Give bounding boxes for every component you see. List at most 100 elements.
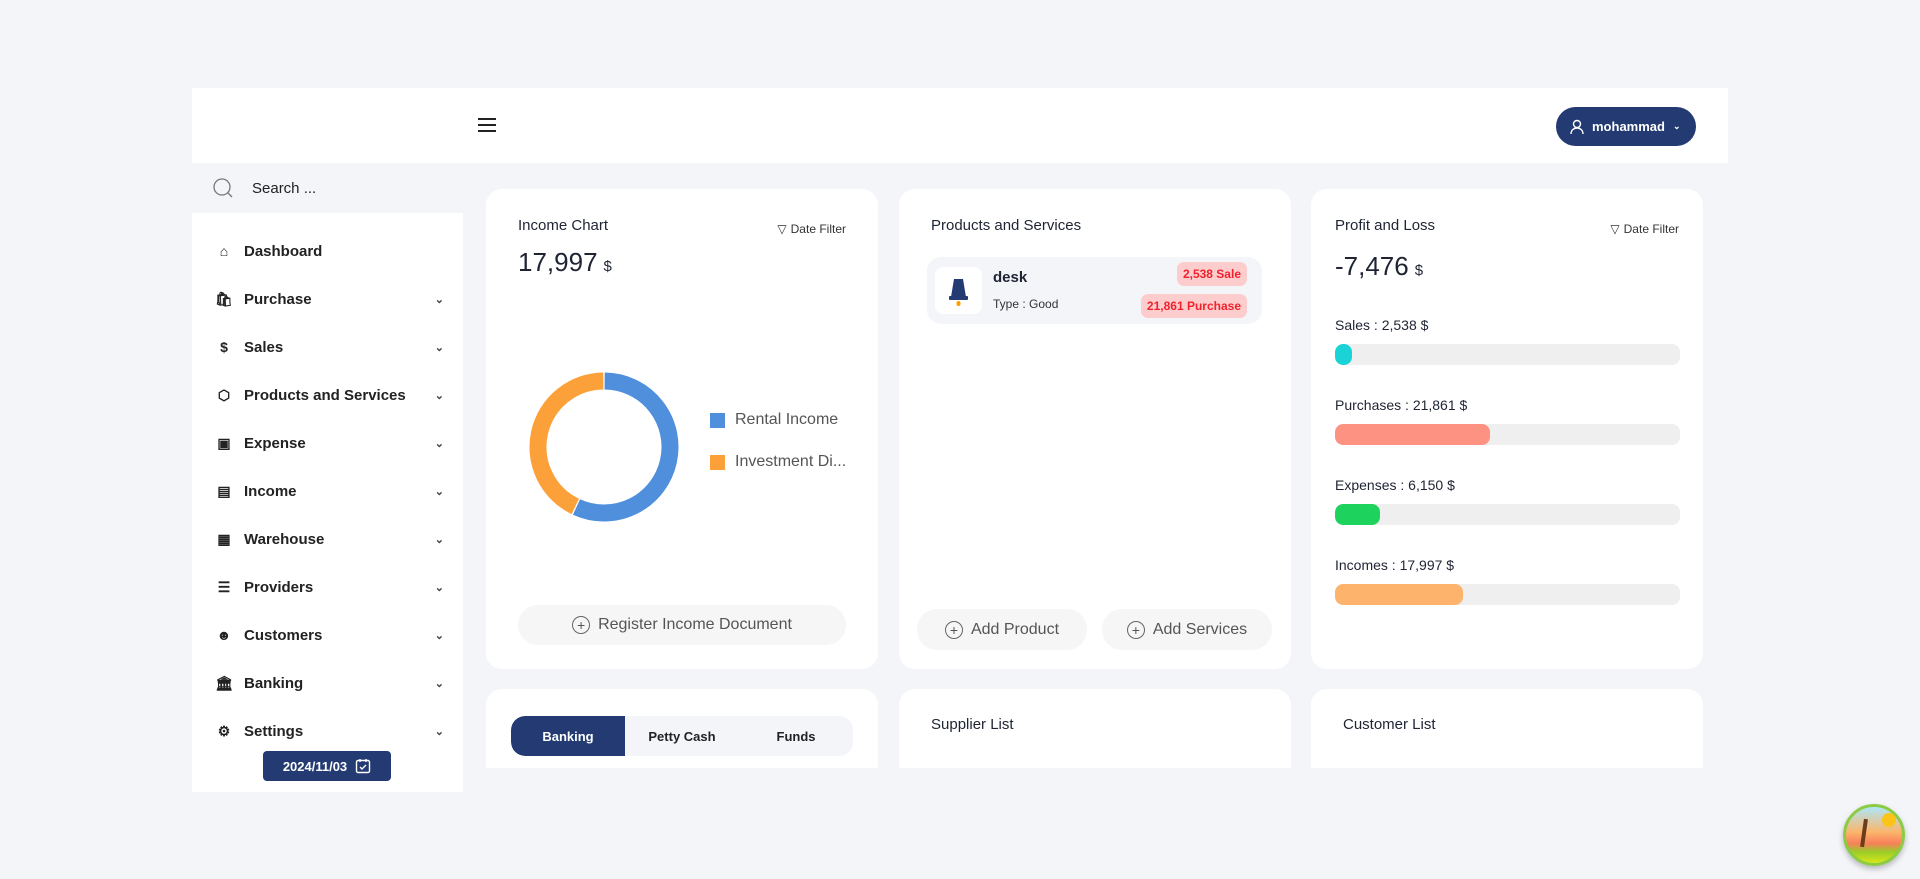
tab-banking[interactable]: Banking: [511, 716, 625, 756]
progress-bar: [1335, 504, 1680, 525]
sidebar: Search ... ⌂ Dashboard 🛍 Purchase ⌄ $ Sales ⌄ ⬡ P…: [192, 163, 463, 792]
income-total: 17,997 $: [518, 247, 612, 278]
products-services-card: Products and Services desk Type : Good 2…: [899, 189, 1291, 669]
cash-icon: ▣: [217, 434, 231, 451]
donut-slice-0[interactable]: [572, 372, 679, 522]
chevron-down-icon[interactable]: ⌄: [434, 725, 444, 738]
user-name: mohammad: [1592, 119, 1665, 134]
home-icon: ⌂: [219, 243, 229, 259]
chevron-down-icon[interactable]: ⌄: [434, 293, 444, 306]
total-value: -7,476: [1335, 251, 1409, 281]
sale-badge: 2,538 Sale: [1176, 262, 1247, 286]
search-box[interactable]: Search ...: [192, 163, 463, 213]
total-value: 17,997: [518, 247, 598, 277]
sidebar-item-providers[interactable]: ☰ Providers ⌄: [214, 572, 444, 602]
income-icon: ▤: [217, 482, 231, 499]
sidebar-item-label: Expense: [244, 434, 306, 452]
sidebar-item-label: Settings: [244, 722, 304, 740]
sidebar-item-warehouse[interactable]: ▦ Warehouse ⌄: [214, 524, 444, 554]
customer-list-card: Customer List: [1311, 689, 1703, 768]
chevron-down-icon[interactable]: ⌄: [434, 629, 444, 642]
sidebar-item-products-and-services[interactable]: ⬡ Products and Services ⌄: [214, 380, 444, 410]
progress-fill: [1335, 584, 1463, 605]
sidebar-item-income[interactable]: ▤ Income ⌄: [214, 476, 444, 506]
chevron-down-icon[interactable]: ⌄: [434, 533, 444, 546]
top-header: mohammad ⌄: [192, 88, 1728, 163]
add-product-button[interactable]: + Add Product: [917, 609, 1087, 650]
sidebar-item-label: Products and Services: [244, 386, 406, 404]
chevron-down-icon[interactable]: ⌄: [434, 437, 444, 450]
purchase-badge: 21,861 Purchase: [1140, 294, 1247, 318]
sidebar-item-customers[interactable]: ☻ Customers ⌄: [214, 620, 444, 650]
card-title: Products and Services: [931, 217, 1082, 234]
palm-tree-icon: [1860, 818, 1868, 848]
profit-total: -7,476 $: [1335, 251, 1423, 282]
progress-fill: [1335, 344, 1353, 365]
legend-label: Investment Di...: [735, 453, 847, 470]
product-name: desk: [993, 269, 1028, 286]
donut-slice-1[interactable]: [529, 372, 604, 515]
search-input[interactable]: Search ...: [252, 179, 317, 197]
sidebar-item-expense[interactable]: ▣ Expense ⌄: [214, 428, 444, 458]
progress-bar: [1335, 424, 1680, 445]
card-title: Profit and Loss: [1335, 217, 1436, 234]
income-chart-card: Income Chart ▽ Date Filter 17,997 $ Rental…: [486, 189, 878, 669]
progress-bar: [1335, 344, 1680, 365]
legend-label: Rental Income: [735, 411, 839, 428]
legend-item: Rental Income: [710, 411, 838, 429]
box-icon: ⬡: [217, 386, 231, 403]
legend-swatch: [710, 454, 725, 470]
sidebar-item-label: Income: [244, 482, 297, 500]
users-icon: ☻: [216, 627, 232, 643]
calendar-check-icon: [355, 759, 371, 774]
banking-card: Banking Petty Cash Funds: [486, 689, 878, 768]
add-services-button[interactable]: + Add Services: [1102, 609, 1272, 650]
sidebar-item-dashboard[interactable]: ⌂ Dashboard: [214, 236, 444, 266]
currency: $: [603, 258, 612, 275]
product-list-item[interactable]: desk Type : Good 2,538 Sale 21,861 Purch…: [927, 257, 1262, 324]
list-icon: ☰: [217, 578, 231, 595]
product-image: [935, 267, 982, 314]
bar-label: Purchases : 21,861 $: [1335, 397, 1468, 413]
floating-beach-icon[interactable]: [1843, 804, 1905, 866]
sidebar-item-label: Purchase: [244, 290, 312, 308]
filter-label: Date Filter: [1623, 222, 1679, 236]
sun-icon: [1882, 813, 1896, 827]
card-title: Supplier List: [931, 716, 1014, 733]
currency: $: [1414, 262, 1424, 279]
sidebar-item-label: Customers: [244, 626, 323, 644]
search-icon: [213, 178, 233, 198]
dollar-coin-icon: $: [220, 339, 228, 355]
sidebar-item-label: Dashboard: [244, 242, 323, 260]
profit-loss-card: Profit and Loss ▽ Date Filter -7,476 $ Sal…: [1311, 189, 1703, 669]
date-filter-button[interactable]: ▽ Date Filter: [777, 222, 846, 236]
sidebar-item-label: Warehouse: [244, 530, 325, 548]
sidebar-item-purchase[interactable]: 🛍 Purchase ⌄: [214, 284, 444, 314]
sidebar-item-sales[interactable]: $ Sales ⌄: [214, 332, 444, 362]
chevron-down-icon: ⌄: [1672, 121, 1681, 131]
product-type: Type : Good: [993, 297, 1059, 311]
chevron-down-icon[interactable]: ⌄: [434, 389, 444, 402]
date-badge[interactable]: 2024/11/03: [263, 751, 391, 781]
plus-circle-icon: +: [944, 620, 963, 639]
tab-funds[interactable]: Funds: [776, 728, 816, 744]
chevron-down-icon[interactable]: ⌄: [434, 677, 444, 690]
date-filter-button[interactable]: ▽ Date Filter: [1610, 222, 1679, 236]
tab-petty-cash[interactable]: Petty Cash: [648, 728, 716, 744]
register-income-document-button[interactable]: + Register Income Document: [518, 605, 846, 645]
sidebar-item-settings[interactable]: ⚙ Settings ⌄: [214, 716, 444, 746]
legend-swatch: [710, 412, 725, 428]
lamp-icon: [949, 279, 968, 306]
user-icon: [1570, 119, 1584, 134]
progress-bar: [1335, 584, 1680, 605]
hamburger-menu-icon[interactable]: [478, 118, 496, 132]
sidebar-item-banking[interactable]: 🏛 Banking ⌄: [214, 668, 444, 698]
progress-fill: [1335, 504, 1380, 525]
legend-item: Investment Di...: [710, 453, 846, 471]
filter-icon: ▽: [777, 222, 787, 236]
chevron-down-icon[interactable]: ⌄: [434, 485, 444, 498]
user-menu-button[interactable]: mohammad ⌄: [1556, 107, 1696, 146]
chevron-down-icon[interactable]: ⌄: [434, 341, 444, 354]
chevron-down-icon[interactable]: ⌄: [434, 581, 444, 594]
card-title: Income Chart: [518, 217, 609, 234]
